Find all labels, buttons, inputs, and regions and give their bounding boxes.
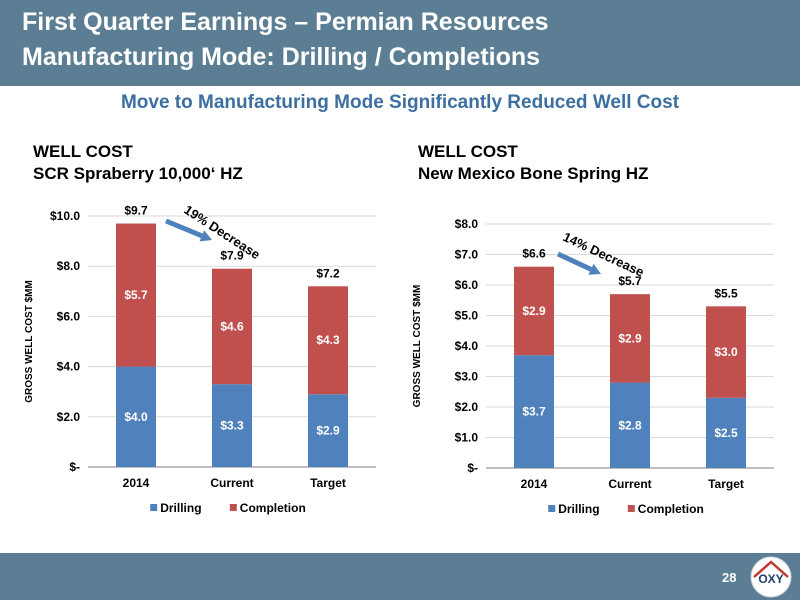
decrease-arrow-head	[588, 263, 601, 275]
x-tick-label: 2014	[521, 477, 548, 491]
data-label-total: $5.7	[618, 274, 642, 288]
y-tick-label: $2.0	[57, 410, 81, 424]
bar-drilling	[116, 366, 156, 467]
legend-label-drilling: Drilling	[160, 501, 201, 515]
data-label-drilling: $3.3	[220, 419, 244, 433]
legend-label-drilling: Drilling	[558, 502, 599, 516]
slide-header: First Quarter Earnings – Permian Resourc…	[0, 0, 800, 86]
y-tick-label: $-	[467, 461, 478, 475]
y-tick-label: $6.0	[455, 278, 479, 292]
data-label-completion: $3.0	[714, 345, 738, 359]
slide-footer	[0, 553, 800, 600]
oxy-logo-icon: OXY	[750, 556, 792, 598]
chart-1-title-line-2: SCR Spraberry 10,000‘ HZ	[33, 164, 243, 183]
chart-1: $- $2.0 $4.0 $6.0 $8.0 $10.0 GROSS WELL COST $…	[24, 202, 376, 515]
y-tick-label: $4.0	[455, 339, 479, 353]
data-label-completion: $4.3	[316, 333, 340, 347]
x-tick-label: Current	[608, 477, 651, 491]
legend-swatch-drilling	[548, 505, 556, 512]
data-label-total: $7.9	[220, 249, 244, 263]
bar-completion	[514, 266, 554, 356]
legend-label-completion: Completion	[240, 501, 306, 515]
y-tick-label: $1.0	[455, 431, 479, 445]
data-label-completion: $2.9	[522, 304, 546, 318]
slide-title-line-1: First Quarter Earnings – Permian Resourc…	[22, 8, 549, 36]
legend-swatch-completion	[229, 504, 237, 511]
data-label-total: $9.7	[124, 204, 148, 218]
data-label-completion: $2.9	[618, 331, 642, 345]
slide-title-line-2: Manufacturing Mode: Drilling / Completio…	[22, 43, 541, 71]
y-tick-label: $2.0	[455, 400, 479, 414]
data-label-total: $6.6	[522, 247, 546, 261]
chart-2: $- $1.0 $2.0 $3.0 $4.0 $5.0 $6.0 $7.0 $8.0 GROSS …	[412, 217, 774, 516]
y-tick-label: $10.0	[50, 209, 80, 223]
bar-completion	[610, 294, 650, 383]
x-tick-label: Target	[310, 476, 346, 490]
y-tick-label: $8.0	[57, 259, 81, 273]
chart-2-title: WELL COST New Mexico Bone Spring HZ	[418, 141, 648, 185]
data-label-drilling: $2.5	[714, 426, 738, 440]
bar-drilling	[308, 394, 348, 467]
bar-completion	[212, 268, 252, 385]
data-label-completion: $4.6	[220, 319, 244, 333]
legend-label-completion: Completion	[638, 502, 704, 516]
x-tick-label: 2014	[123, 476, 150, 490]
decrease-arrow-shaft	[556, 251, 593, 272]
bar-drilling	[610, 382, 650, 468]
slide-subtitle: Move to Manufacturing Mode Significantly…	[120, 92, 680, 113]
data-label-completion: $5.7	[124, 288, 148, 302]
bar-completion	[706, 306, 746, 398]
data-label-drilling: $3.7	[522, 405, 546, 419]
y-axis-label: GROSS WELL COST $MM	[24, 280, 35, 403]
bar-drilling	[212, 384, 252, 467]
data-label-total: $5.5	[714, 286, 738, 300]
bar-drilling	[514, 355, 554, 468]
x-tick-label: Target	[708, 477, 744, 491]
y-tick-label: $8.0	[455, 217, 479, 231]
y-tick-label: $5.0	[455, 309, 479, 323]
data-label-total: $7.2	[316, 266, 340, 280]
decrease-arrow-shaft	[165, 218, 203, 239]
y-tick-label: $4.0	[57, 360, 81, 374]
y-tick-label: $6.0	[57, 309, 81, 323]
chart-2-title-line-2: New Mexico Bone Spring HZ	[418, 164, 649, 183]
page-number: 28	[722, 570, 737, 585]
x-tick-label: Current	[210, 476, 253, 490]
y-tick-label: $3.0	[455, 370, 479, 384]
data-label-drilling: $2.9	[316, 424, 340, 438]
decrease-arrow-head	[199, 230, 212, 242]
data-label-drilling: $2.8	[618, 418, 642, 432]
bar-completion	[308, 286, 348, 395]
legend-swatch-drilling	[150, 504, 158, 511]
y-axis-label: GROSS WELL COST $MM	[412, 285, 423, 408]
chart-1-title-line-1: WELL COST	[33, 142, 133, 161]
logo-text: OXY	[758, 572, 783, 586]
y-tick-label: $7.0	[455, 248, 479, 262]
y-tick-label: $-	[69, 460, 80, 474]
well-cost-charts: $- $2.0 $4.0 $6.0 $8.0 $10.0 GROSS WELL COST $…	[24, 202, 774, 516]
chart-1-title: WELL COST SCR Spraberry 10,000‘ HZ	[33, 141, 243, 185]
bar-drilling	[706, 397, 746, 468]
chart-2-title-line-1: WELL COST	[418, 142, 518, 161]
bar-completion	[116, 223, 156, 367]
data-label-drilling: $4.0	[124, 410, 148, 424]
legend-swatch-completion	[627, 505, 635, 512]
